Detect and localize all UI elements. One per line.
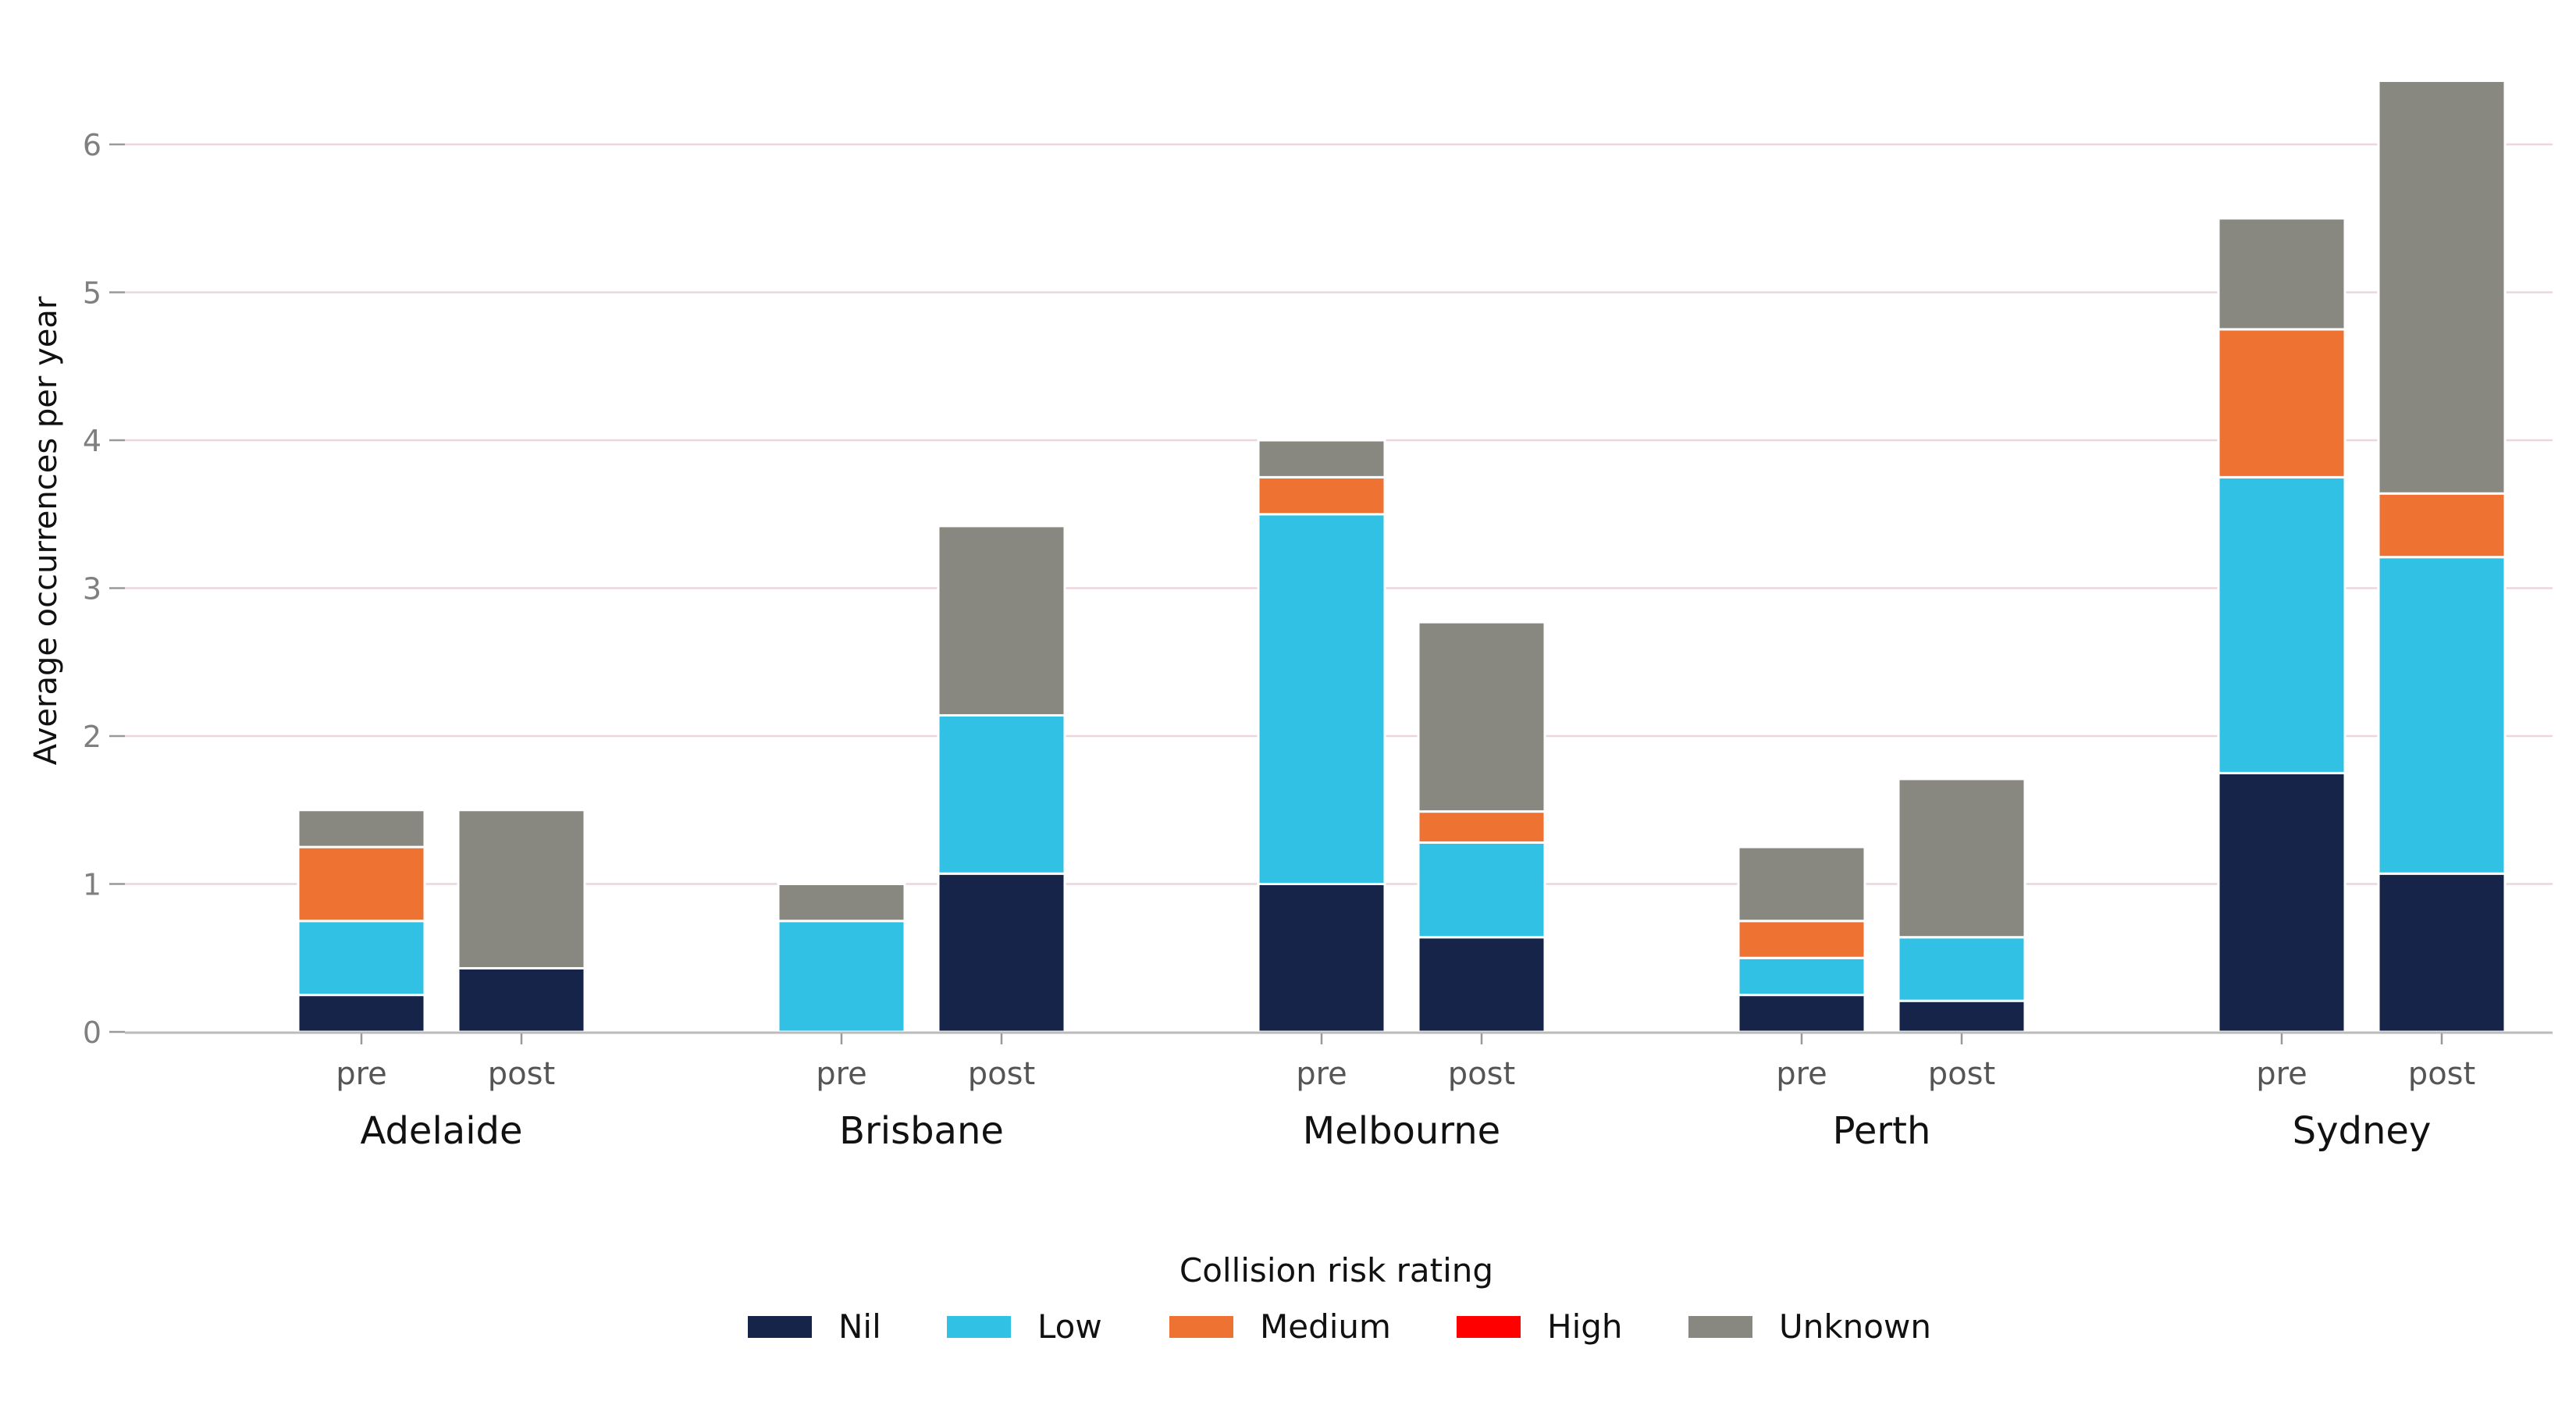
legend: Nil Low Medium High Unknown (748, 1307, 1931, 1346)
bar-brisbane-post-low (937, 713, 1066, 875)
legend-title: Collision risk rating (1179, 1251, 1493, 1289)
bar-perth-pre-nil (1737, 994, 1866, 1033)
y-tick-label-2: 2 (83, 720, 101, 754)
bar-brisbane-post-unknown (937, 525, 1066, 717)
bar-adelaide-pre-nil (297, 994, 426, 1033)
bar-melbourne-pre-medium (1257, 475, 1386, 516)
bar-sydney-pre-medium (2217, 328, 2347, 478)
bar-brisbane-pre-low (777, 919, 906, 1033)
legend-swatch-low (947, 1316, 1011, 1338)
bar-melbourne-pre-unknown (1257, 439, 1386, 478)
y-tick-label-3: 3 (83, 572, 101, 606)
y-tick-label-6: 6 (83, 128, 101, 162)
bars (297, 80, 2507, 1033)
legend-label-low: Low (1037, 1307, 1102, 1346)
legend-label-medium: Medium (1260, 1307, 1391, 1346)
bar-adelaide-pre-low (297, 919, 426, 997)
legend-swatch-medium (1169, 1316, 1233, 1338)
bar-adelaide-post-unknown (457, 809, 586, 970)
bar-adelaide-pre-medium (297, 845, 426, 923)
bar-adelaide-post-nil (457, 967, 586, 1033)
y-tick-label-5: 5 (83, 276, 101, 311)
y-axis: 0 1 2 3 4 5 6 (83, 128, 125, 1050)
bar-perth-post-unknown (1897, 777, 2026, 939)
legend-label-unknown: Unknown (1779, 1307, 1931, 1346)
x-tick-label-adelaide-post: post (488, 1056, 555, 1092)
bar-sydney-post-medium (2377, 492, 2507, 559)
bar-sydney-post-nil (2377, 872, 2507, 1033)
group-label-sydney: Sydney (2293, 1109, 2432, 1153)
bar-melbourne-post-low (1417, 841, 1546, 939)
group-label-perth: Perth (1833, 1109, 1931, 1153)
group-label-adelaide: Adelaide (360, 1109, 522, 1153)
bar-adelaide-pre-unknown (297, 809, 426, 848)
bar-perth-pre-medium (1737, 919, 1866, 959)
bar-sydney-post-unknown (2377, 80, 2507, 495)
x-tick-label-melbourne-post: post (1448, 1056, 1515, 1092)
x-tick-label-melbourne-pre: pre (1296, 1056, 1347, 1092)
x-tick-label-brisbane-post: post (968, 1056, 1035, 1092)
y-axis-label: Average occurrences per year (28, 296, 64, 765)
bar-perth-pre-unknown (1737, 845, 1866, 923)
bar-melbourne-pre-low (1257, 513, 1386, 885)
legend-swatch-nil (748, 1316, 812, 1338)
x-tick-label-adelaide-pre: pre (336, 1056, 387, 1092)
legend-swatch-unknown (1688, 1316, 1752, 1338)
legend-swatch-high (1457, 1316, 1521, 1338)
y-tick-label-0: 0 (83, 1016, 101, 1050)
x-axis: pre post Adelaide pre post Brisbane pre post Mel… (125, 1031, 2553, 1153)
x-tick-label-sydney-post: post (2408, 1056, 2475, 1092)
bar-perth-post-low (1897, 936, 2026, 1002)
bar-sydney-pre-unknown (2217, 217, 2347, 331)
bar-melbourne-post-medium (1417, 810, 1546, 844)
x-tick-label-perth-post: post (1928, 1056, 1995, 1092)
legend-label-nil: Nil (838, 1307, 881, 1346)
bar-brisbane-post-nil (937, 872, 1066, 1033)
group-label-brisbane: Brisbane (839, 1109, 1004, 1153)
group-label-melbourne: Melbourne (1303, 1109, 1500, 1153)
bar-melbourne-pre-nil (1257, 883, 1386, 1033)
legend-label-high: High (1547, 1307, 1623, 1346)
x-tick-label-brisbane-pre: pre (816, 1056, 867, 1092)
bar-brisbane-pre-unknown (777, 883, 906, 923)
bar-perth-pre-low (1737, 956, 1866, 997)
y-tick-label-4: 4 (83, 424, 101, 458)
bar-melbourne-post-nil (1417, 936, 1546, 1033)
y-tick-label-1: 1 (83, 868, 101, 902)
bar-perth-post-nil (1897, 999, 2026, 1033)
bar-sydney-post-low (2377, 556, 2507, 875)
bar-sydney-pre-low (2217, 475, 2347, 774)
x-tick-label-sydney-pre: pre (2256, 1056, 2307, 1092)
x-tick-label-perth-pre: pre (1776, 1056, 1827, 1092)
bar-melbourne-post-unknown (1417, 621, 1546, 813)
bar-sydney-pre-nil (2217, 771, 2347, 1033)
